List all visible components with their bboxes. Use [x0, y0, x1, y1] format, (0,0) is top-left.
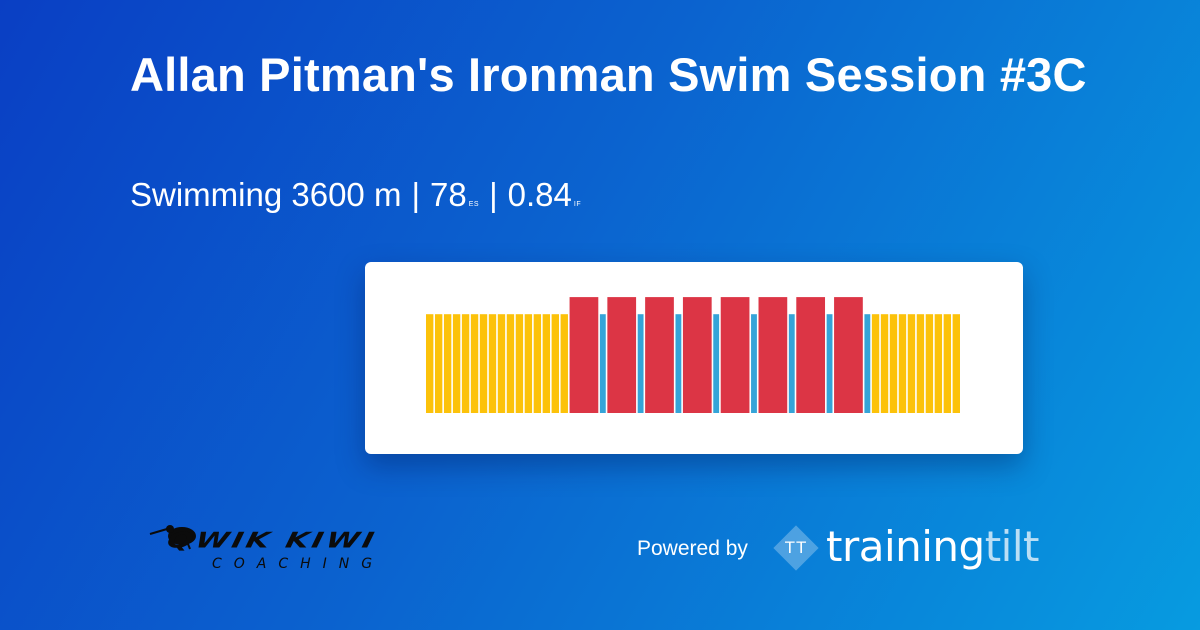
interval-bar-hard	[720, 297, 750, 413]
interval-bar-recovery	[864, 314, 871, 413]
interval-bar-hard	[682, 297, 712, 413]
interval-bar-easy	[506, 314, 515, 413]
interval-bar-easy	[916, 314, 925, 413]
interval-bar-easy	[461, 314, 470, 413]
interval-bar-hard	[834, 297, 863, 413]
interval-bar-hard	[758, 297, 788, 413]
interval-bar-easy	[934, 314, 943, 413]
brand-part-training: training	[826, 522, 985, 571]
coach-logo-name: QWIK KIWI	[164, 528, 380, 554]
logo-icon-text: TT	[784, 538, 808, 557]
trainingtilt-wordmark[interactable]: trainingtilt	[826, 520, 1040, 574]
sport-distance: Swimming 3600 m	[130, 176, 402, 213]
interval-bar-easy	[515, 314, 524, 413]
interval-bar-recovery	[713, 314, 720, 413]
if-value: 0.84	[507, 176, 572, 213]
interval-bar-recovery	[751, 314, 757, 413]
interval-bar-hard	[569, 297, 599, 413]
interval-bar-easy	[533, 314, 542, 413]
interval-bar-recovery	[826, 314, 833, 413]
interval-bar-recovery	[788, 314, 795, 413]
interval-bar-easy	[426, 314, 434, 413]
interval-bar-recovery	[637, 314, 644, 413]
interval-bar-easy	[871, 314, 880, 413]
interval-bar-easy	[443, 314, 452, 413]
separator: |	[489, 176, 498, 213]
interval-bar-easy	[497, 314, 506, 413]
if-label: IF	[573, 201, 582, 208]
separator: |	[411, 176, 421, 213]
workout-summary: Swimming 3600 m | 78 ES | 0.84 IF	[130, 172, 581, 228]
kiwi-bird-icon	[149, 525, 196, 550]
interval-bar-easy	[880, 314, 889, 413]
interval-bar-hard	[796, 297, 826, 413]
trainingtilt-logo-icon[interactable]: TT	[772, 524, 820, 572]
interval-bar-easy	[479, 314, 488, 413]
interval-bar-easy	[434, 314, 443, 413]
coach-logo-tagline: COACHING	[212, 556, 385, 572]
es-label: ES	[468, 201, 480, 208]
coach-logo: QWIK KIWI COACHING	[148, 520, 468, 580]
interval-bar-easy	[952, 314, 960, 413]
interval-bar-easy	[943, 314, 952, 413]
brand-part-tilt: tilt	[984, 522, 1040, 571]
workout-graph	[426, 297, 960, 413]
interval-bar-easy	[470, 314, 479, 413]
interval-bar-hard	[607, 297, 637, 413]
workout-title: Allan Pitman's Ironman Swim Session #3C	[130, 48, 1087, 101]
interval-bar-easy	[925, 314, 934, 413]
interval-bar-easy	[551, 314, 559, 413]
interval-bar-easy	[907, 314, 916, 413]
powered-by-label: Powered by	[637, 537, 748, 560]
interval-bar-recovery	[599, 314, 606, 413]
interval-bar-easy	[889, 314, 898, 413]
es-value: 78	[430, 176, 467, 213]
interval-bar-easy	[542, 314, 551, 413]
interval-bar-hard	[645, 297, 674, 413]
workout-graph-card	[365, 262, 1023, 454]
interval-bar-easy	[560, 314, 568, 413]
interval-bar-easy	[898, 314, 907, 413]
interval-bar-easy	[524, 314, 533, 413]
interval-bar-easy	[452, 314, 461, 413]
interval-bar-easy	[488, 314, 497, 413]
interval-bar-recovery	[675, 314, 682, 413]
